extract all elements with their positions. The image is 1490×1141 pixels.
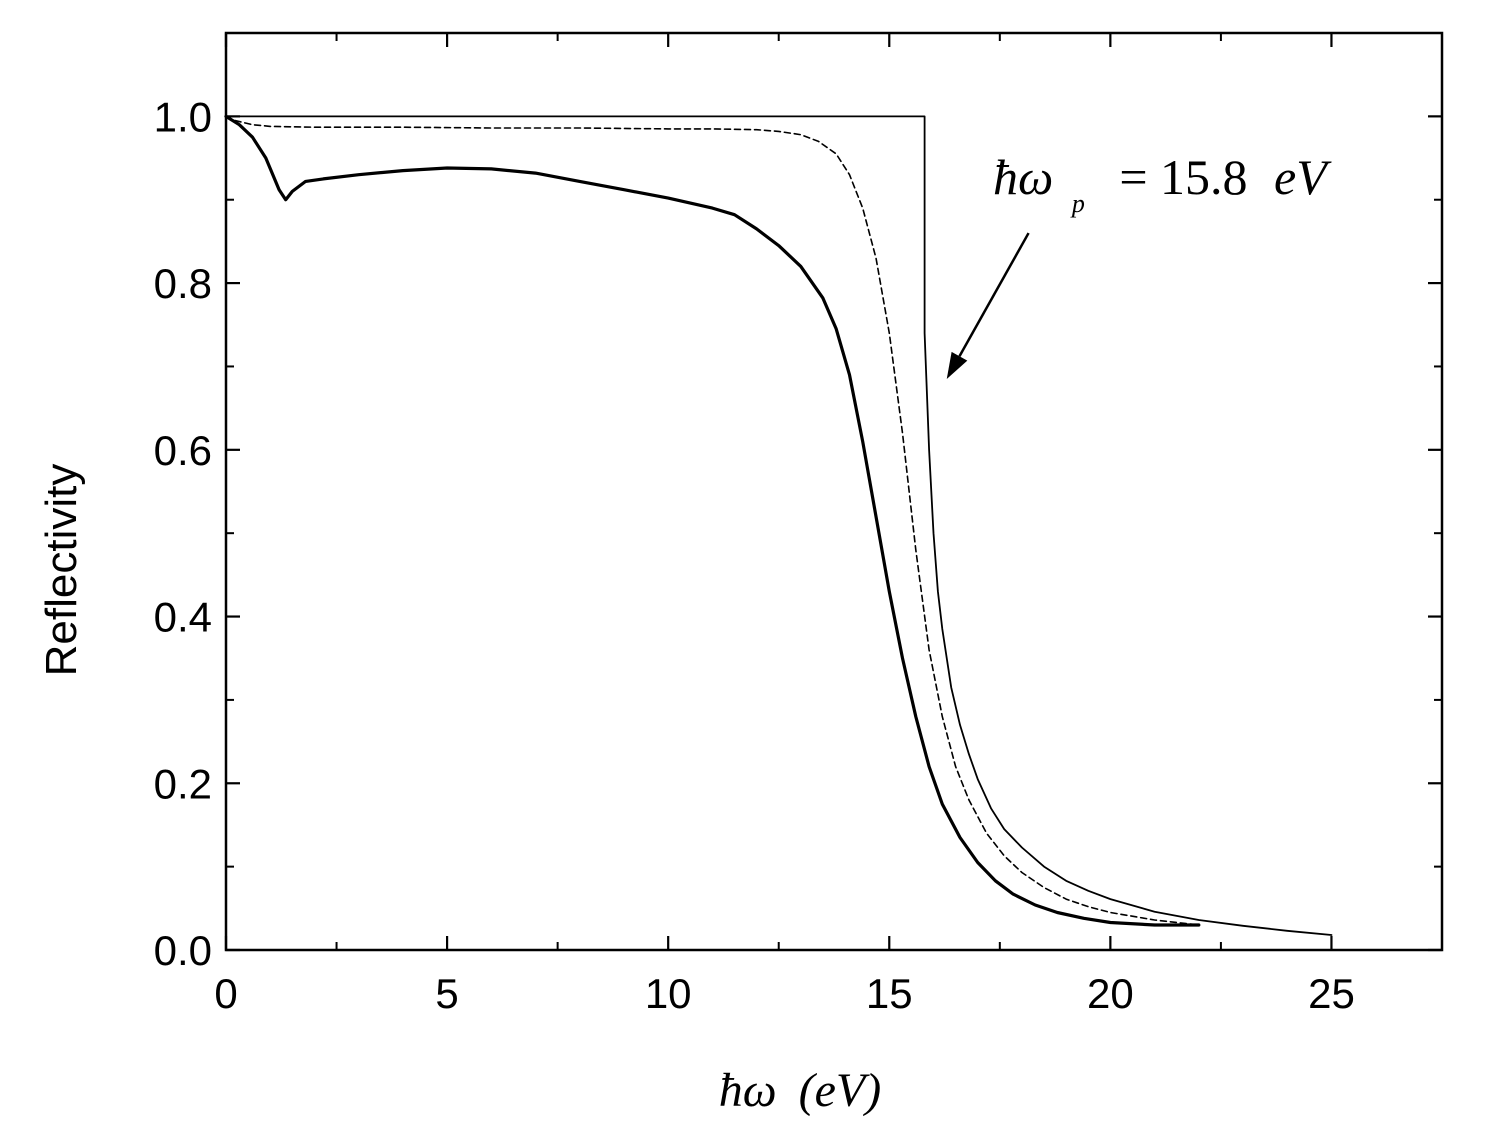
x-tick-label: 5: [435, 970, 458, 1017]
y-tick-label: 0.4: [154, 594, 212, 641]
plasma-frequency-annotation: ħω p = 15.8 eV: [993, 149, 1332, 223]
x-tick-label: 15: [866, 970, 913, 1017]
series-layer: [224, 114, 1333, 936]
x-tick-label: 25: [1308, 970, 1355, 1017]
annotation-subscript: p: [1070, 189, 1085, 218]
y-tick-label: 0.6: [154, 427, 212, 474]
annotation-unit: eV: [1274, 149, 1332, 205]
x-axis-title: ħω (eV): [719, 1064, 881, 1117]
x-axis-title-units: (eV): [799, 1064, 882, 1117]
y-tick-label: 0.0: [154, 927, 212, 974]
x-tick-label: 20: [1087, 970, 1134, 1017]
axis-tick-labels: 0 5 10 15 20 25 0.0 0.2 0.4 0.6 0.8 1.0: [154, 93, 1355, 1017]
series-line-thin-solid: [225, 115, 1333, 936]
annotation-arrow-line: [958, 232, 1030, 357]
y-axis-title: Reflectivity: [37, 464, 86, 677]
x-tick-label: 0: [214, 970, 237, 1017]
annotation-arrowhead: [946, 351, 968, 379]
x-axis-title-symbol: ħω: [719, 1064, 777, 1117]
series-line-dashed: [225, 115, 1200, 926]
y-tick-label: 0.8: [154, 260, 212, 307]
annotation-value: = 15.8: [1119, 149, 1247, 205]
x-tick-label: 10: [645, 970, 692, 1017]
y-tick-label: 1.0: [154, 93, 212, 140]
annotation-symbol: ħω: [993, 149, 1053, 205]
axis-ticks: [224, 33, 1442, 952]
y-tick-label: 0.2: [154, 760, 212, 807]
plot-frame: [224, 31, 1444, 952]
series-line-thick-solid: [224, 114, 1201, 927]
